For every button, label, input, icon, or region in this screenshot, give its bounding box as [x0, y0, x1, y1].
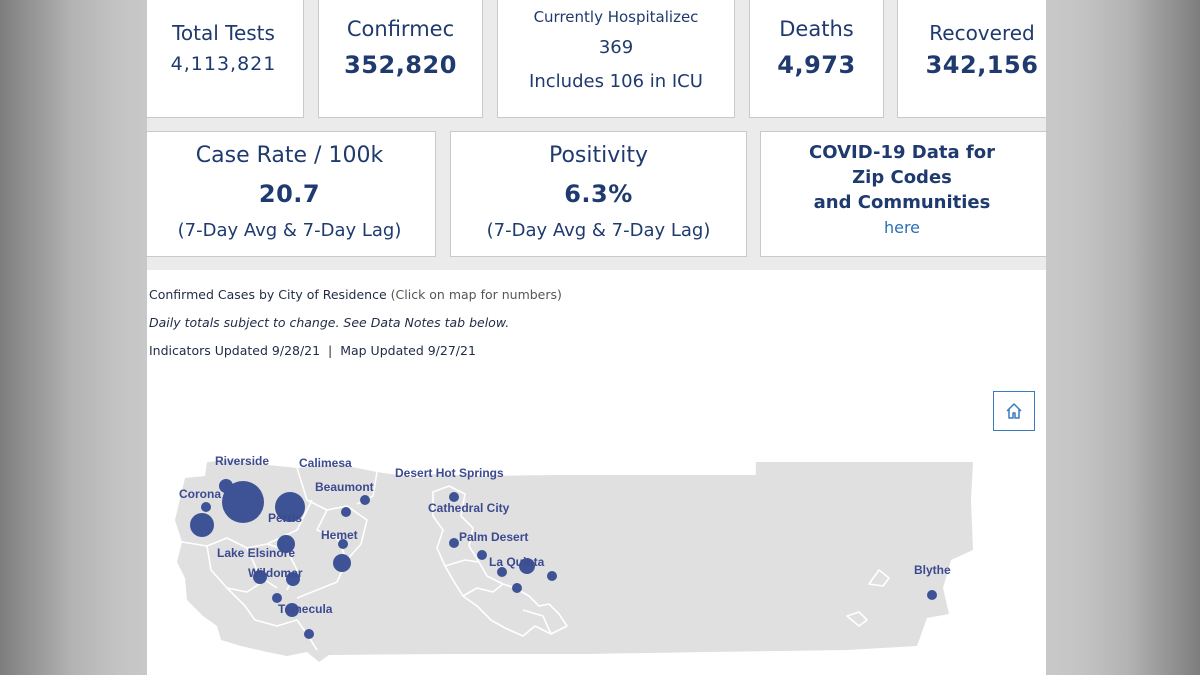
label-hemet: Hemet [321, 528, 358, 542]
marker-menifee[interactable] [272, 593, 282, 603]
hospitalized-card[interactable]: Currently Hospitalizec 369 Includes 106 … [497, 0, 735, 118]
marker-corona-small[interactable] [201, 502, 211, 512]
label-wildomar: Wildomar [248, 566, 303, 580]
label-palm-desert: Palm Desert [459, 530, 528, 544]
marker-temecula-south[interactable] [304, 629, 314, 639]
deaths-label: Deaths [779, 17, 854, 41]
total-tests-value: 4,113,821 [170, 53, 277, 75]
map-home-button[interactable] [993, 391, 1035, 431]
city-labels: Riverside Calimesa Corona Beaumont Perri… [179, 454, 951, 616]
confirmed-label: Confirmec [346, 17, 455, 41]
update-dates: Indicators Updated 9/28/21 | Map Updated… [149, 343, 476, 358]
map-title-text: Confirmed Cases by City of Residence [149, 287, 387, 302]
label-blythe: Blythe [914, 563, 951, 577]
case-rate-label: Case Rate / 100k [195, 143, 384, 168]
marker-beaumont[interactable] [360, 495, 370, 505]
map-title: Confirmed Cases by City of Residence (Cl… [149, 287, 562, 302]
marker-indio[interactable] [497, 567, 507, 577]
positivity-card[interactable]: Positivity 6.3% (7-Day Avg & 7-Day Lag) [450, 131, 747, 257]
zip-card-line3: and Communities [813, 192, 991, 213]
county-land [175, 460, 973, 662]
recovered-label: Recovered [929, 21, 1035, 45]
zip-card-line1: COVID-19 Data for [809, 142, 995, 163]
label-temecula: Temecula [278, 602, 333, 616]
total-tests-label: Total Tests [172, 21, 275, 45]
total-tests-card[interactable]: Total Tests 4,113,821 [147, 0, 304, 118]
zip-data-here-link[interactable]: here [883, 218, 921, 237]
marker-wildomar[interactable] [253, 570, 267, 584]
marker-cathedral-city[interactable] [449, 538, 459, 548]
positivity-note: (7-Day Avg & 7-Day Lag) [486, 220, 711, 241]
case-rate-note: (7-Day Avg & 7-Day Lag) [177, 220, 402, 241]
deaths-card[interactable]: Deaths 4,973 [749, 0, 884, 118]
zip-code-data-card[interactable]: COVID-19 Data for Zip Codes and Communit… [760, 131, 1046, 257]
hospitalized-icu-note: Includes 106 in ICU [529, 71, 703, 92]
confirmed-card[interactable]: Confirmec 352,820 [318, 0, 483, 118]
label-corona: Corona [179, 487, 221, 501]
marker-hemet-large[interactable] [333, 554, 351, 572]
marker-riverside-large[interactable] [222, 481, 264, 523]
marker-blythe[interactable] [927, 590, 937, 600]
marker-hemet[interactable] [338, 539, 348, 549]
marker-mecca[interactable] [512, 583, 522, 593]
label-desert-hot-springs: Desert Hot Springs [395, 466, 504, 480]
recovered-card[interactable]: Recovered 342,156 [897, 0, 1046, 118]
county-map[interactable]: Riverside Calimesa Corona Beaumont Perri… [147, 420, 1046, 675]
recovered-value: 342,156 [925, 51, 1039, 79]
case-rate-card[interactable]: Case Rate / 100k 20.7 (7-Day Avg & 7-Day… [147, 131, 436, 257]
marker-perris[interactable] [275, 492, 305, 522]
positivity-label: Positivity [548, 143, 649, 168]
positivity-value: 6.3% [564, 180, 633, 208]
confirmed-value: 352,820 [344, 51, 457, 79]
marker-palm-desert[interactable] [477, 550, 487, 560]
hospitalized-value: 369 [598, 37, 634, 58]
case-rate-value: 20.7 [258, 180, 321, 208]
hospitalized-label: Currently Hospitalizec [533, 8, 699, 26]
marker-temecula[interactable] [285, 603, 299, 617]
marker-coachella[interactable] [547, 571, 557, 581]
marker-lake-elsinore[interactable] [277, 535, 295, 553]
label-la-quinta: La Quinta [489, 555, 545, 569]
marker-corona[interactable] [190, 513, 214, 537]
label-lake-elsinore: Lake Elsinore [217, 546, 295, 560]
label-beaumont: Beaumont [315, 480, 374, 494]
map-section: Confirmed Cases by City of Residence (Cl… [147, 270, 1046, 675]
dashboard: Total Tests 4,113,821 Confirmec 352,820 … [147, 0, 1046, 675]
label-calimesa: Calimesa [299, 456, 352, 470]
home-icon [1006, 403, 1022, 419]
disclaimer: Daily totals subject to change. See Data… [149, 315, 510, 330]
deaths-value: 4,973 [777, 51, 856, 79]
marker-desert-hot-springs[interactable] [449, 492, 459, 502]
label-perris: Perris [268, 511, 302, 525]
marker-calimesa[interactable] [341, 507, 351, 517]
label-riverside: Riverside [215, 454, 269, 468]
label-cathedral-city: Cathedral City [428, 501, 510, 515]
marker-murrieta[interactable] [286, 572, 300, 586]
marker-la-quinta[interactable] [519, 558, 535, 574]
map-hint: (Click on map for numbers) [390, 287, 562, 302]
zip-card-line2: Zip Codes [852, 167, 952, 188]
city-markers [190, 479, 937, 639]
